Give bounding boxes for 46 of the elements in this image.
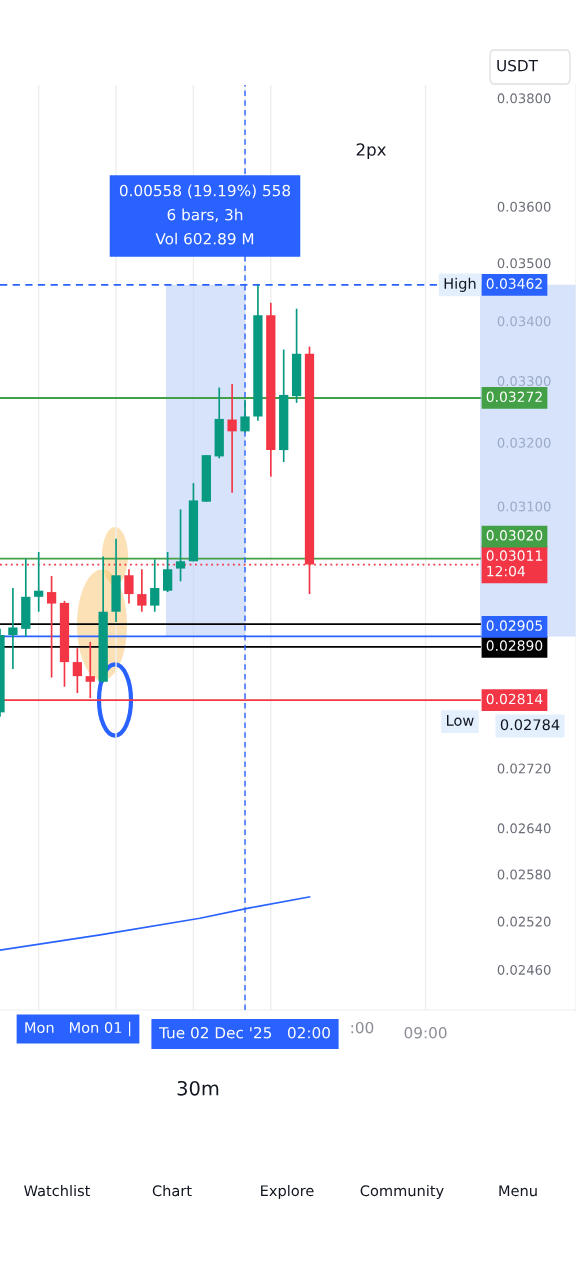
candlestick bbox=[34, 551, 44, 613]
y-tick-label: 0.02520 bbox=[497, 916, 551, 927]
candlestick bbox=[150, 558, 160, 613]
text: Watchlist bbox=[24, 1184, 91, 1197]
x-tick-label: Tue 02 Dec '25 02:00 bbox=[159, 1026, 330, 1039]
y-tick-label: 0.03500 bbox=[497, 258, 551, 269]
candlestick bbox=[163, 551, 173, 593]
y-tick-label: 0.02720 bbox=[497, 763, 551, 774]
y-tick-label: 0.03400 bbox=[497, 316, 551, 327]
annotation: 2px bbox=[356, 143, 386, 160]
text: Mon Mon 01 | bbox=[25, 1021, 131, 1037]
ref-line-label: 0.03011 12:04 bbox=[486, 550, 542, 577]
y-tick-label: 0.03600 bbox=[497, 201, 551, 212]
x-tick-label: 09:00 bbox=[404, 1026, 447, 1039]
candlestick bbox=[227, 383, 237, 494]
candlestick bbox=[175, 508, 186, 583]
ref-line-label: 0.03020 bbox=[486, 530, 543, 541]
y-tick-label: 0.03200 bbox=[497, 437, 551, 448]
y-tick-label: 0.02460 bbox=[497, 964, 551, 975]
y-tick-label: 0.02580 bbox=[497, 869, 551, 880]
y-tick-label: 0.03300 bbox=[497, 376, 551, 387]
text: :00 bbox=[351, 1021, 374, 1034]
annotation: 0.00558 (19.19%) 558 6 bars, 3h Vol 602.89 M bbox=[119, 184, 291, 245]
text: 30m bbox=[177, 1080, 219, 1096]
candlestick bbox=[137, 568, 147, 613]
candlestick bbox=[46, 575, 57, 679]
annotation: 0.02784 bbox=[500, 719, 560, 731]
text: Menu bbox=[499, 1185, 537, 1197]
annotation: High bbox=[444, 277, 476, 292]
candlestick bbox=[124, 568, 134, 605]
y-tick-label: 0.02640 bbox=[497, 823, 551, 834]
text: USDT bbox=[497, 59, 539, 72]
ref-line-label: 0.02814 bbox=[486, 693, 543, 705]
text: Chart bbox=[152, 1184, 192, 1197]
candlestick bbox=[72, 647, 83, 694]
ref-line-label: 0.03462 bbox=[486, 278, 542, 289]
candlestick bbox=[240, 398, 250, 434]
ref-line-label: 0.03272 bbox=[486, 391, 542, 403]
text: Community bbox=[360, 1184, 444, 1200]
candlestick bbox=[8, 587, 18, 670]
annotation: Low bbox=[447, 715, 474, 726]
y-tick-label: 0.03100 bbox=[497, 501, 551, 512]
text: Explore bbox=[261, 1184, 314, 1200]
ref-line-label: 0.02890 bbox=[486, 640, 543, 651]
y-tick-label: 0.03800 bbox=[497, 93, 551, 104]
ref-line-label: 0.02905 bbox=[486, 620, 542, 631]
